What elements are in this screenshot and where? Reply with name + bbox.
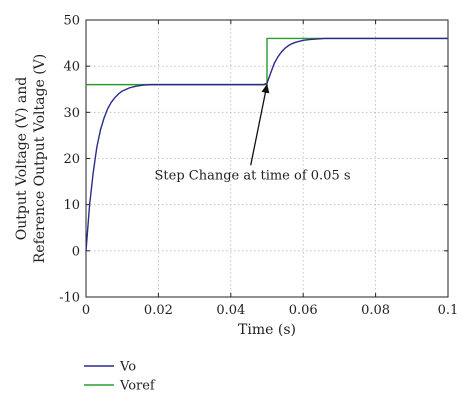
x-tick-label: 0 xyxy=(82,303,90,318)
y-tick-label: -10 xyxy=(59,291,80,306)
x-tick-label: 0.06 xyxy=(289,303,318,318)
y-tick-label: 40 xyxy=(63,60,80,75)
y-tick-label: 10 xyxy=(63,198,80,213)
annotation: Step Change at time of 0.05 s xyxy=(155,83,351,183)
series-lines xyxy=(85,37,448,251)
legend-label-voref: Voref xyxy=(119,379,156,394)
legend: Vo Voref xyxy=(84,360,156,394)
y-axis-label-line-2: Reference Output Voltage (V) xyxy=(32,54,48,263)
y-tick-label: 0 xyxy=(72,244,80,259)
y-tick-label: 20 xyxy=(63,152,80,167)
y-axis-label-line-1: Output Voltage (V) and xyxy=(14,77,30,240)
x-tick-label: 0.04 xyxy=(216,303,245,318)
x-tick-label: 0.1 xyxy=(438,303,459,318)
legend-label-vo: Vo xyxy=(119,360,136,375)
y-tick-label: 30 xyxy=(63,106,80,121)
annotation-text: Step Change at time of 0.05 s xyxy=(155,168,351,183)
x-axis-label: Time (s) xyxy=(238,322,296,338)
x-tick-label: 0.08 xyxy=(361,303,390,318)
voref-series-line xyxy=(86,37,448,86)
y-tick-label: 50 xyxy=(63,14,80,29)
annotation-arrow xyxy=(250,83,270,166)
vo-series-line xyxy=(85,37,448,251)
x-tick-label: 0.02 xyxy=(144,303,173,318)
